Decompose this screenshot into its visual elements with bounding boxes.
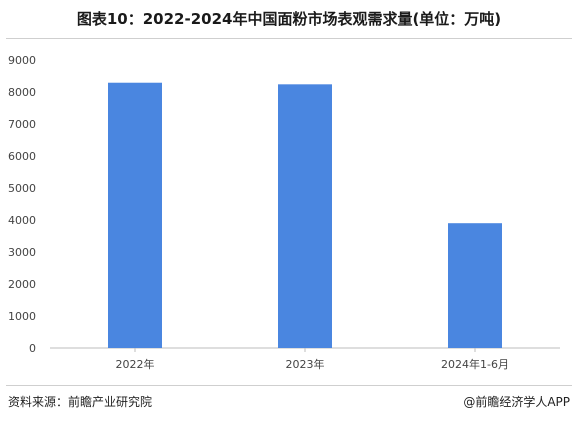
x-tick-label: 2022年 <box>116 357 155 371</box>
bar <box>278 84 332 348</box>
y-tick-label: 3000 <box>8 246 36 259</box>
x-tick-label: 2023年 <box>286 357 325 371</box>
y-tick-label: 6000 <box>8 150 36 163</box>
y-tick-label: 5000 <box>8 182 36 195</box>
footer-divider <box>6 385 572 386</box>
y-tick-label: 4000 <box>8 214 36 227</box>
chart-title: 图表10：2022-2024年中国面粉市场表观需求量(单位：万吨) <box>76 10 502 28</box>
source-note: 资料来源：前瞻产业研究院 <box>8 395 153 409</box>
bar <box>108 82 162 348</box>
y-tick-label: 7000 <box>8 118 36 131</box>
title-divider <box>6 38 572 39</box>
credit-note: @前瞻经济学人APP <box>463 395 570 409</box>
y-tick-label: 2000 <box>8 278 36 291</box>
bar <box>448 223 502 348</box>
y-tick-label: 0 <box>29 342 36 355</box>
x-tick-label: 2024年1-6月 <box>441 357 509 371</box>
y-tick-label: 9000 <box>8 54 36 67</box>
y-tick-label: 8000 <box>8 86 36 99</box>
y-tick-label: 1000 <box>8 310 36 323</box>
